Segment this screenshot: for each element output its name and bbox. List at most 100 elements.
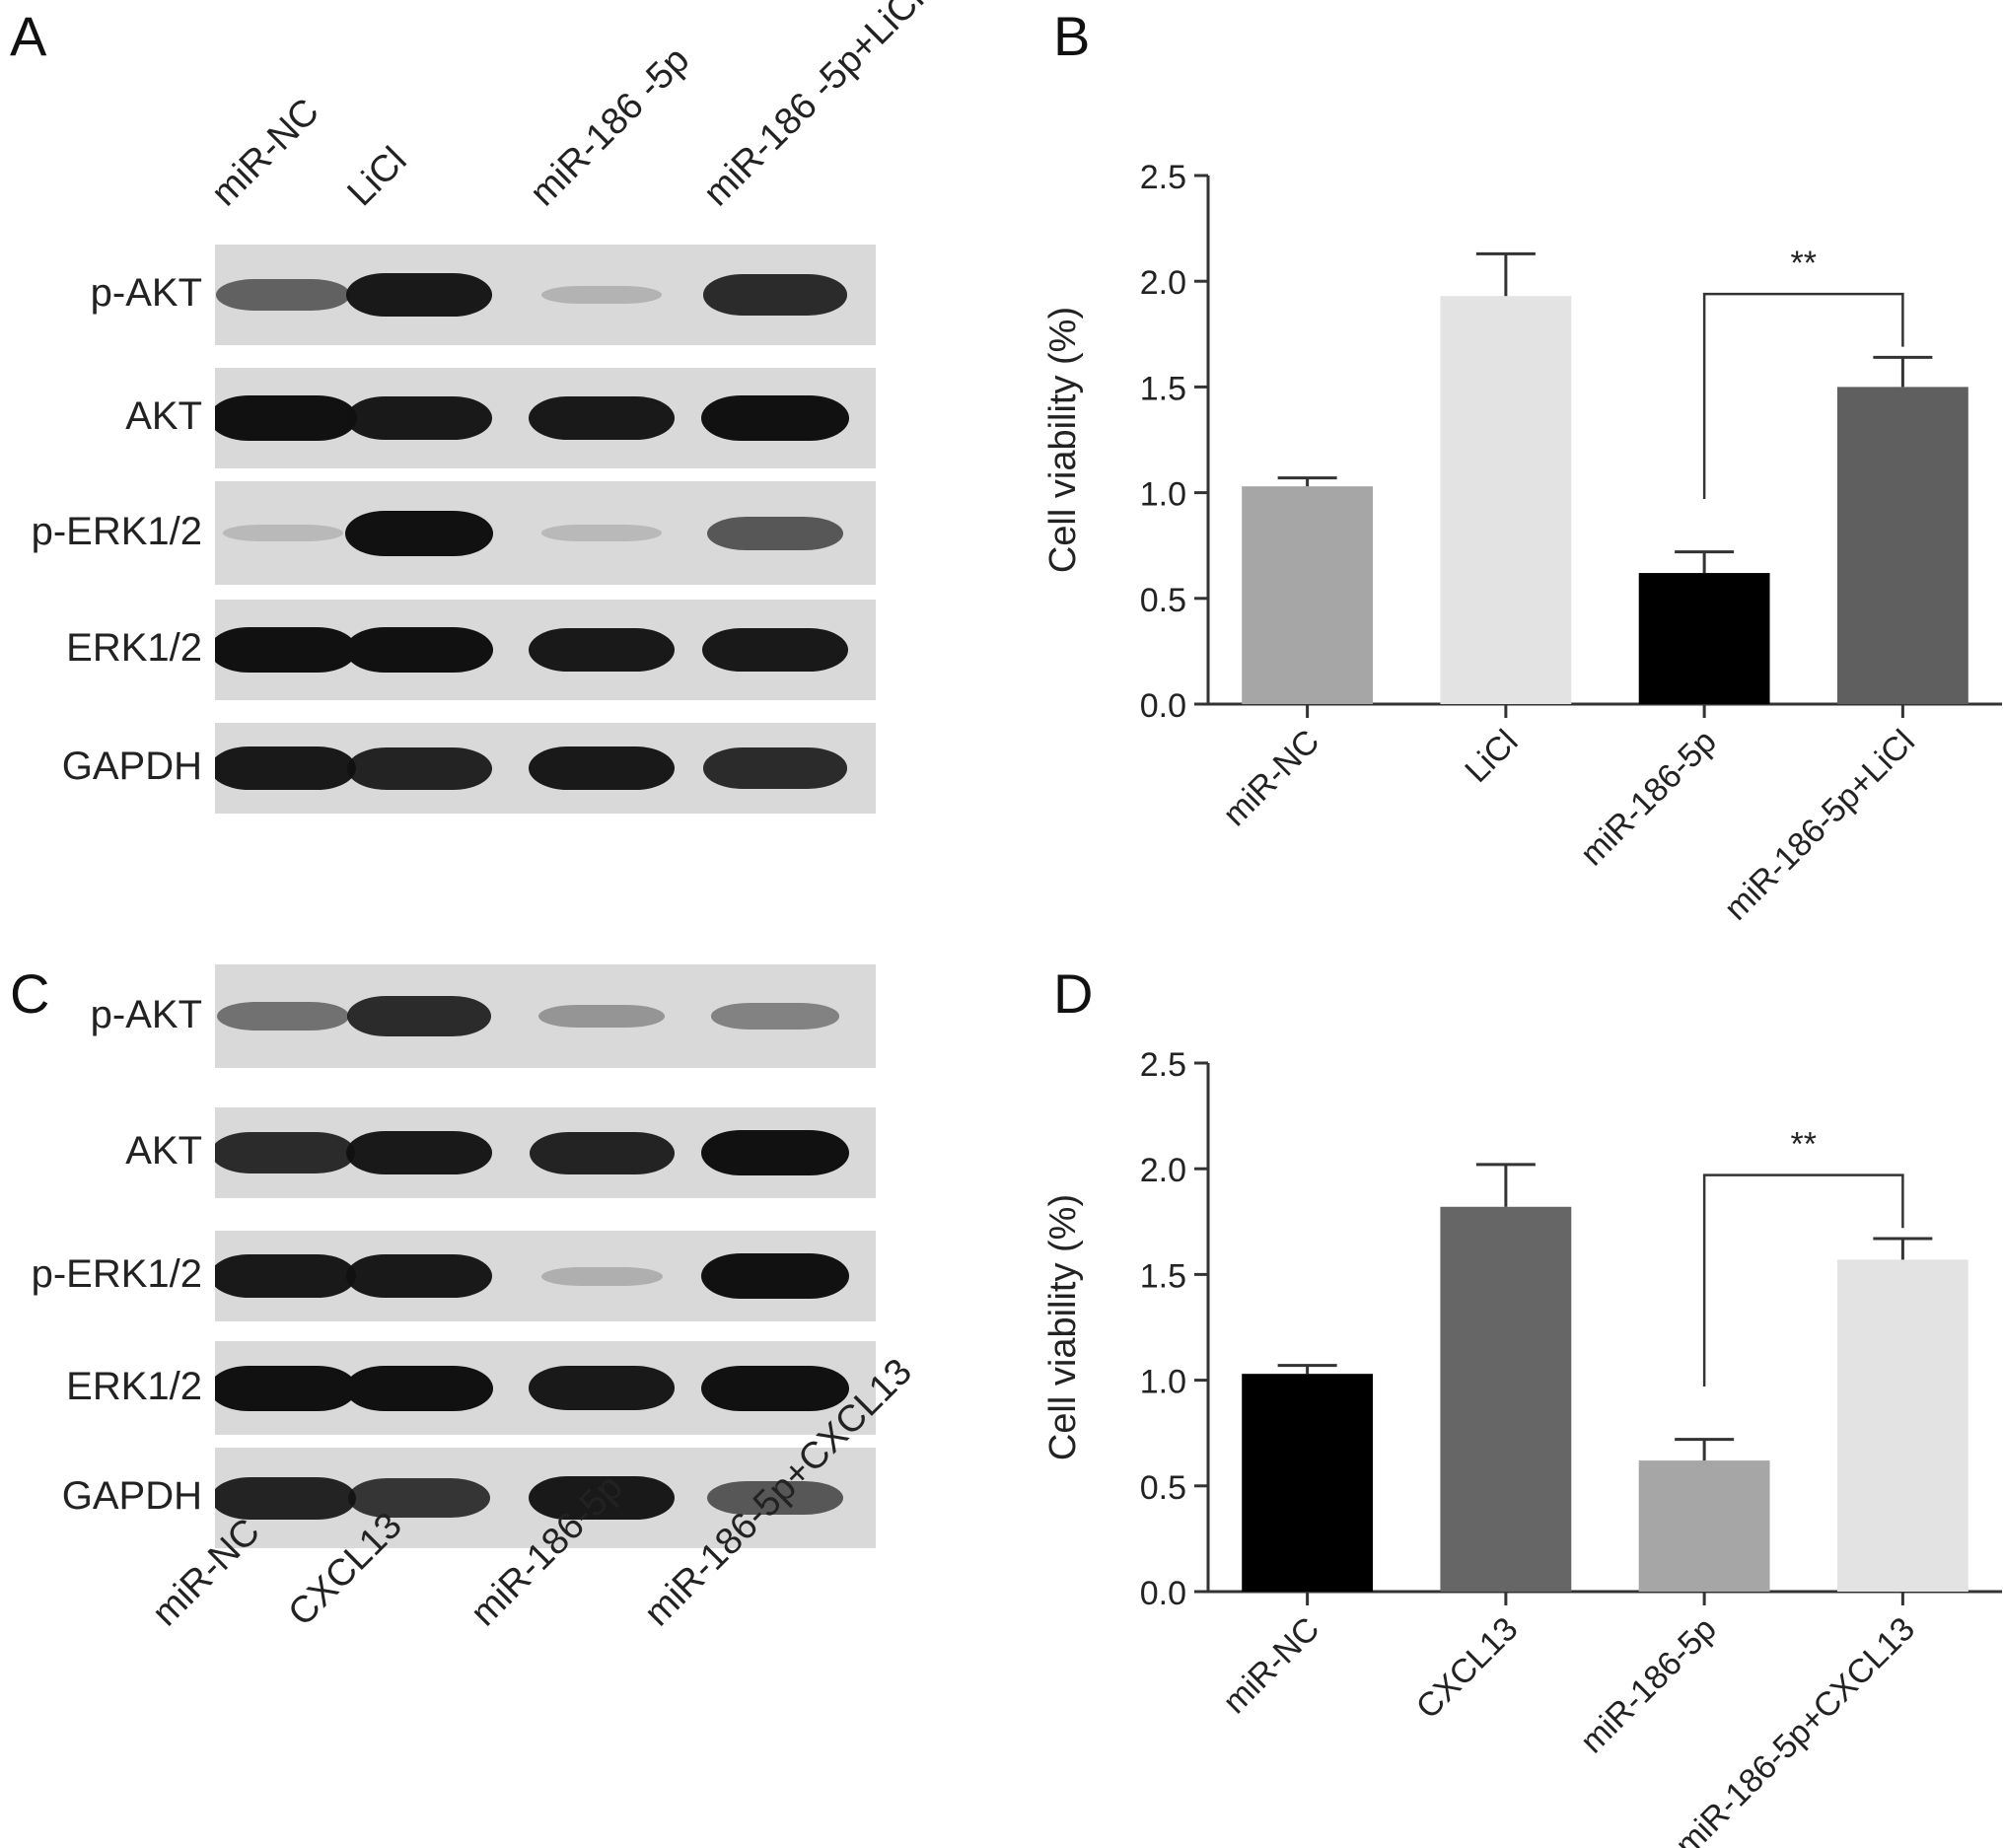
blot-band xyxy=(707,1481,843,1515)
blot-band xyxy=(347,995,491,1037)
blot-band xyxy=(345,510,493,556)
y-tick-label: 1.0 xyxy=(1140,1364,1186,1401)
x-tick-label: CXCL13 xyxy=(1409,1610,1526,1727)
bar xyxy=(1836,387,1968,704)
blot-band xyxy=(701,1253,849,1299)
panel-letter-c: C xyxy=(10,962,50,1025)
significance-bracket xyxy=(1702,292,1904,500)
blot-row-label: ERK1/2 xyxy=(66,626,202,670)
bar xyxy=(1242,486,1374,704)
blot-lane-label: miR-186 -5p xyxy=(522,38,698,215)
blot-row-label: AKT xyxy=(125,1129,202,1173)
western-blot-c: p-AKT AKT p-ERK1/2 ERK1/2 GAPDH miR-NC CXCL13 m… xyxy=(0,957,986,1844)
blot-band xyxy=(215,627,357,673)
x-tick-label: miR-NC xyxy=(1216,723,1326,833)
blot-strip xyxy=(215,600,876,700)
bar-chart-b: 0.0 0.5 1.0 1.5 2.0 2.5 Cell viability (%) miR-… xyxy=(1042,159,2002,928)
blot-row-label: p-ERK1/2 xyxy=(31,1252,202,1296)
blot-band xyxy=(538,1004,665,1029)
blot-strip xyxy=(215,1107,876,1198)
blot-strip xyxy=(215,964,876,1068)
bar xyxy=(1638,1460,1770,1592)
blot-band xyxy=(528,1475,676,1521)
bar xyxy=(1242,1374,1374,1592)
blot-band xyxy=(345,1130,493,1175)
blot-band xyxy=(701,395,849,441)
blot-band xyxy=(215,278,351,312)
blot-band xyxy=(223,524,343,542)
blot-lane-label: miR-NC xyxy=(203,91,327,215)
significance-label: ** xyxy=(1791,245,1817,282)
panel-letter-b: B xyxy=(1053,5,1091,67)
blot-row-label: AKT xyxy=(125,394,202,438)
blot-band xyxy=(345,1365,493,1411)
blot-band xyxy=(528,395,676,441)
blot-row-label: p-ERK1/2 xyxy=(31,509,202,553)
blot-band xyxy=(215,1365,357,1411)
blot-band xyxy=(528,1366,676,1410)
blot-band xyxy=(529,1131,675,1174)
blot-band xyxy=(703,747,847,789)
bar xyxy=(1440,296,1572,704)
bar-chart-d: 0.0 0.5 1.0 1.5 2.0 2.5 Cell viability (%) miR-… xyxy=(1042,1046,2002,1848)
panel-letter-d: D xyxy=(1053,962,1094,1025)
blot-band xyxy=(215,746,357,791)
blot-band xyxy=(707,516,843,550)
blot-band xyxy=(215,395,357,441)
blot-band xyxy=(710,1003,840,1030)
x-tick-label: miR-186-5p xyxy=(1573,1610,1723,1760)
x-tick-label: miR-186-5p xyxy=(1573,723,1723,873)
y-tick-label: 0.5 xyxy=(1140,1469,1186,1507)
blot-band xyxy=(528,627,676,673)
blot-band xyxy=(345,272,493,318)
bar xyxy=(1440,1206,1572,1592)
y-tick-label: 2.5 xyxy=(1140,159,1186,196)
y-tick-label: 0.0 xyxy=(1140,1575,1186,1612)
x-tick-label: miR-186-5p+LiCl xyxy=(1717,723,1922,928)
blot-band xyxy=(345,627,493,673)
blot-band xyxy=(215,1476,356,1520)
y-axis-label: Cell viability (%) xyxy=(1042,307,1084,573)
y-tick-label: 2.0 xyxy=(1140,264,1186,302)
blot-band xyxy=(345,395,493,441)
blot-row-label: GAPDH xyxy=(61,745,202,788)
blot-strip xyxy=(215,723,876,814)
y-tick-label: 1.5 xyxy=(1140,370,1186,407)
blot-row-label: GAPDH xyxy=(61,1474,202,1518)
y-tick-label: 1.0 xyxy=(1140,476,1186,514)
blot-band xyxy=(703,274,847,316)
western-blot-a: p-AKT AKT p-ERK1/2 ERK1/2 GAPDH miR-NC LiCl miR… xyxy=(0,0,986,838)
blot-band xyxy=(345,1253,493,1299)
blot-band xyxy=(540,1266,663,1286)
blot-band xyxy=(346,746,492,790)
blot-band xyxy=(540,285,663,305)
y-tick-label: 0.0 xyxy=(1140,687,1186,725)
blot-band xyxy=(348,1478,490,1518)
blot-band xyxy=(217,1001,349,1031)
blot-band xyxy=(215,1253,357,1299)
blot-band xyxy=(701,1365,849,1411)
x-tick-label: LiCl xyxy=(1458,723,1525,790)
blot-band xyxy=(701,627,849,673)
y-tick-label: 2.5 xyxy=(1140,1046,1186,1084)
blot-band xyxy=(701,1130,849,1175)
blot-strip xyxy=(215,481,876,585)
y-tick-label: 1.5 xyxy=(1140,1257,1186,1295)
blot-band xyxy=(215,1132,355,1173)
blot-strip xyxy=(215,245,876,345)
blot-lane-label: LiCl xyxy=(339,139,415,215)
blot-row-label: p-AKT xyxy=(90,992,202,1036)
blot-strip xyxy=(215,1231,876,1321)
blot-lane-label: miR-186 -5p+LiCl xyxy=(695,0,933,215)
blot-strip xyxy=(215,1341,876,1435)
bar xyxy=(1836,1259,1968,1592)
blot-strip xyxy=(215,368,876,468)
x-tick-label: miR-NC xyxy=(1216,1610,1326,1721)
blot-row-label: ERK1/2 xyxy=(66,1364,202,1408)
blot-strip xyxy=(215,1448,876,1548)
blot-row-label: p-AKT xyxy=(90,271,202,315)
blot-band xyxy=(528,746,676,791)
y-tick-label: 2.0 xyxy=(1140,1152,1186,1189)
blot-band xyxy=(541,524,662,542)
significance-bracket xyxy=(1702,1173,1904,1387)
